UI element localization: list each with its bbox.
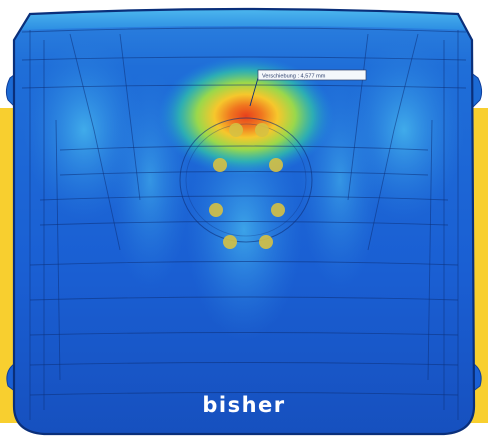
fastener-ring (179, 117, 313, 243)
fastener-dot (209, 203, 223, 217)
fastener-dot (271, 203, 285, 217)
fastener-dot (269, 158, 283, 172)
panel-outline (12, 7, 476, 436)
fastener-dot (255, 123, 269, 137)
fastener-dots (209, 123, 285, 249)
fastener-dot (229, 123, 243, 137)
caption-label: bisher (202, 393, 286, 417)
callout-leader (249, 77, 259, 107)
fastener-dot (259, 235, 273, 249)
callout-box (257, 69, 367, 81)
mesh-lines (21, 27, 467, 420)
fastener-dot (213, 158, 227, 172)
displacement-label: Verschiebung : 4,577 mm (262, 74, 326, 80)
fastener-dot (223, 235, 237, 249)
